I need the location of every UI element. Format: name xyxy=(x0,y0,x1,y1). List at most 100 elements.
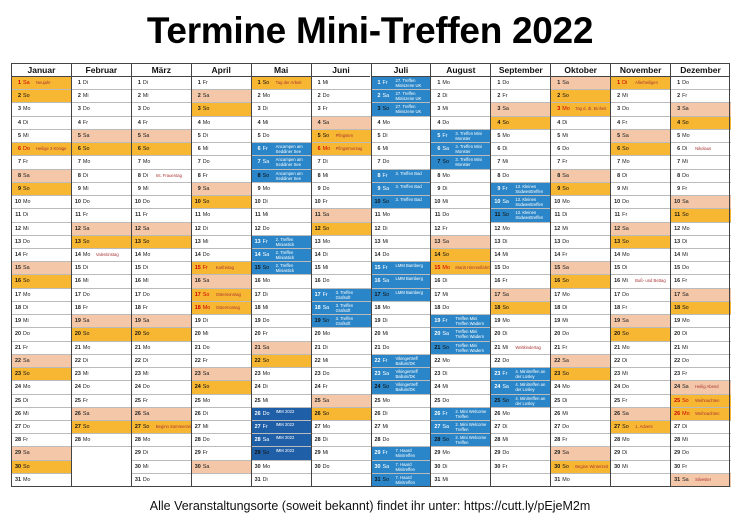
day-number: 3 xyxy=(497,106,501,113)
weekday-label: Fr xyxy=(142,397,148,404)
day-number: 3 xyxy=(677,106,681,113)
event-label: 4. Minitreffen an der Losley xyxy=(515,369,546,380)
day-number: 20 xyxy=(74,331,81,338)
day-cell: 16 Mi Buß- und Bettag xyxy=(611,275,672,289)
day-number: 14 xyxy=(434,251,441,258)
day-cell: 10 Fr xyxy=(311,196,372,210)
event-label: 4. Minitreffen an der Losley xyxy=(515,395,546,406)
weekday-label: Fr xyxy=(262,423,268,430)
weekday-label: Mo xyxy=(442,265,450,272)
weekday-label: Do xyxy=(682,80,689,86)
day-cell: 15 Mi xyxy=(311,262,372,276)
weekday-label: Do xyxy=(622,199,630,206)
day-cell: 23 Mi xyxy=(71,368,132,382)
day-number: 16 xyxy=(314,278,321,285)
weekday-label: Sa xyxy=(82,225,90,232)
day-cell: 2 Mi xyxy=(71,90,132,104)
weekday-label: Fr xyxy=(23,344,29,351)
day-cell: 10 Do xyxy=(131,196,192,210)
day-number: 17 xyxy=(194,291,201,298)
day-cell: 30 Mi xyxy=(611,461,672,474)
weekday-label: Sa xyxy=(322,304,330,311)
day-cell: 13 Mo xyxy=(311,236,372,249)
weekday-label: Mo xyxy=(562,384,570,391)
day-number: 21 xyxy=(134,344,141,351)
day-cell: 10 Do xyxy=(71,196,132,210)
day-number: 8 xyxy=(18,172,21,179)
day-number: 6 xyxy=(257,146,261,153)
day-number: 18 xyxy=(434,304,441,311)
day-cell: 9 Mi xyxy=(131,183,192,197)
day-cell: 3 Do xyxy=(131,103,192,117)
weekday-label: So xyxy=(502,304,509,311)
day-number: 27 xyxy=(554,423,561,430)
weekday-label: Sa xyxy=(382,278,390,285)
day-cell: 2 Di xyxy=(431,90,492,104)
day-cell: 7 Mo xyxy=(71,156,132,170)
month-header-3: April xyxy=(190,63,251,77)
weekday-label: Do xyxy=(442,397,450,404)
weekday-label: So xyxy=(382,106,390,113)
day-number: 22 xyxy=(434,357,441,364)
day-number: 13 xyxy=(254,238,261,245)
weekday-label: Sa xyxy=(682,291,689,298)
day-cell: 9 Mo xyxy=(251,183,312,197)
weekday-label: Fr xyxy=(562,251,568,258)
weekday-label: So xyxy=(382,476,390,483)
day-number: 11 xyxy=(614,212,621,219)
weekday-label: Sa xyxy=(262,251,270,258)
day-cell: 13 So xyxy=(131,235,192,249)
weekday-label: Do xyxy=(502,265,510,272)
day-cell: 1 Di Allerheiligen xyxy=(611,77,672,91)
day-cell: 21 Do xyxy=(371,342,432,355)
month-header-1: Februar xyxy=(70,63,131,77)
day-number: 7 xyxy=(257,159,261,166)
day-cell: 2 Sa 27. Treffen Miniszene UK xyxy=(371,90,432,104)
weekday-label: Do xyxy=(562,238,570,245)
weekday-label: So xyxy=(442,251,449,258)
day-cell: 7 Mi xyxy=(671,156,731,170)
day-number: 27 xyxy=(614,423,621,430)
weekday-label: So xyxy=(142,146,150,153)
day-cell: 6 Do Heilige 3 Könige xyxy=(12,143,72,157)
weekday-label: Mo xyxy=(442,450,450,457)
day-number: 25 xyxy=(674,397,681,404)
weekday-label: Mo xyxy=(382,304,391,311)
day-cell: 12 Di xyxy=(371,223,432,236)
month-header-5: Juni xyxy=(310,63,371,77)
weekday-label: Sa xyxy=(322,119,330,126)
day-number: 17 xyxy=(254,291,261,298)
day-cell: 16 So xyxy=(12,275,72,289)
day-cell: 2 Sa xyxy=(191,90,252,104)
day-number: 25 xyxy=(194,397,201,404)
day-number: 23 xyxy=(254,371,261,378)
day-number: 25 xyxy=(15,397,21,404)
day-cell: 8 So Ancampen am Seddiner See xyxy=(251,169,312,183)
day-number: 20 xyxy=(254,331,261,338)
event-label: Treffen Mini Treffen Wadern xyxy=(455,316,485,327)
day-number: 12 xyxy=(434,225,441,232)
day-number: 6 xyxy=(317,146,321,153)
day-cell: 1 Do xyxy=(491,77,552,91)
day-number: 4 xyxy=(257,119,261,126)
day-number: 19 xyxy=(194,318,201,325)
weekday-label: Do xyxy=(23,423,30,430)
day-number: 6 xyxy=(18,146,21,153)
day-number: 22 xyxy=(674,357,681,364)
day-number: 6 xyxy=(497,146,501,153)
weekday-label: So xyxy=(502,397,509,404)
day-cell: 20 So xyxy=(71,328,132,342)
day-number: 3 xyxy=(257,106,261,113)
day-number: 8 xyxy=(677,172,681,179)
weekday-label: Sa xyxy=(202,278,210,285)
day-number: 13 xyxy=(614,238,621,245)
day-number: 31 xyxy=(554,476,561,483)
day-cell: 13 Fr 2. Treffen Miniastick xyxy=(251,235,312,249)
weekday-label: So xyxy=(82,238,90,245)
day-number: 23 xyxy=(74,371,81,378)
day-number: 31 xyxy=(134,476,141,483)
day-number: 29 xyxy=(254,450,261,457)
day-number: 26 xyxy=(434,410,441,417)
weekday-label: Fr xyxy=(202,172,208,179)
day-number: 4 xyxy=(317,119,321,126)
